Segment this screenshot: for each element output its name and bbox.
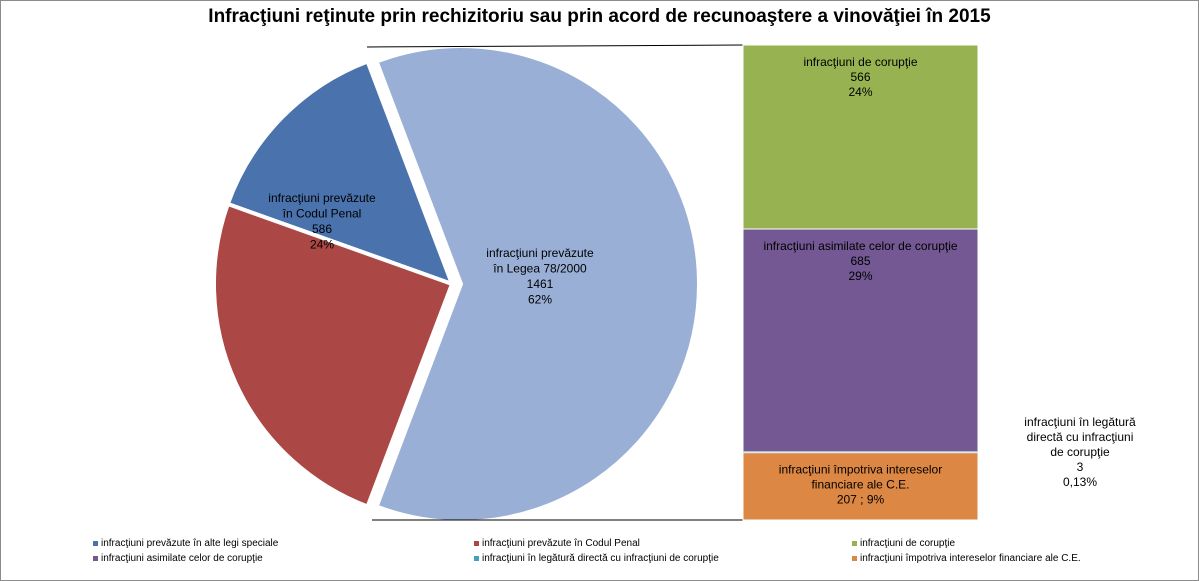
legend-item-infractiuni-in-legatura-directa-cu-infractiuni-de-coruptie: infracţiuni în legătură directă cu infra… (474, 553, 719, 564)
data-label-line: financiare ale C.E. (811, 478, 909, 492)
bar-segment-infractiuni-impotriva-intereselor-financiare-ale-c-e (742, 452, 979, 521)
pie-slice-infractiuni-prevazute-in-legea-78-2000 (374, 44, 701, 524)
data-label-line: 62% (528, 293, 552, 307)
bar-segment-infractiuni-de-coruptie (742, 44, 979, 230)
data-label-line: infracţiuni asimilate celor de corupţie (763, 239, 957, 253)
data-label-line: 207 ; 9% (837, 493, 885, 507)
chart-title: Infracţiuni reţinute prin rechizitoriu s… (208, 6, 991, 27)
legend-item-infractiuni-prevazute-in-alte-legi-speciale: infracţiuni prevăzute în alte legi speci… (93, 538, 278, 549)
legend-label: infracţiuni de corupţie (860, 538, 956, 549)
legend-label: infracţiuni prevăzute în Codul Penal (482, 538, 640, 549)
data-label-line: 685 (850, 254, 870, 268)
legend-item-infractiuni-de-coruptie: infracţiuni de corupţie (852, 538, 955, 549)
data-label-line: infracţiuni prevăzute (486, 246, 594, 260)
data-label-line: de corupţie (1050, 445, 1110, 459)
data-label-line: infracţiuni împotriva intereselor (779, 463, 942, 477)
data-label-infractiuni-prevazute-in-codul-penal: infracţiuni prevăzute în Codul Penal 586 24… (268, 191, 376, 252)
data-label-line: infracţiuni în legătură (1024, 415, 1136, 429)
legend-item-infractiuni-asimilate-celor-de-coruptie: infracţiuni asimilate celor de corupţie (93, 553, 263, 564)
data-label-infractiuni-in-legatura-directa-cu-infractiuni-de-coruptie: infracţiuni în legătură directă cu infrac… (1024, 415, 1136, 489)
data-label-infractiuni-impotriva-intereselor-financiare-ale-c-e: infracţiuni împotriva intereselor financi… (779, 463, 942, 507)
bar-segment-infractiuni-asimilate-celor-de-coruptie (742, 228, 979, 453)
legend-swatch (93, 541, 98, 546)
data-label-line: 3 (1077, 460, 1084, 474)
legend-label: infracţiuni împotriva intereselor financ… (860, 553, 1081, 564)
legend-item-infractiuni-prevazute-in-codul-penal: infracţiuni prevăzute în Codul Penal (474, 538, 640, 549)
legend-swatch (474, 556, 479, 561)
data-label-line: 566 (850, 70, 870, 84)
legend-swatch (93, 556, 98, 561)
connector-line-top (366, 44, 744, 48)
data-label-line: 24% (310, 238, 334, 252)
pie-slice-infractiuni-prevazute-in-codul-penal (212, 202, 454, 509)
legend-label: infracţiuni asimilate celor de corupţie (101, 553, 263, 564)
pie-slice-infractiuni-prevazute-in-alte-legi-speciale (225, 59, 454, 286)
data-label-line: 0,13% (1063, 475, 1097, 489)
data-label-line: în Codul Penal (282, 207, 362, 221)
legend-label: infracţiuni în legătură directă cu infra… (482, 553, 719, 564)
data-label-line: directă cu infracţiuni (1027, 430, 1134, 444)
data-label-infractiuni-asimilate-celor-de-coruptie: infracţiuni asimilate celor de corupţie 6… (763, 239, 957, 283)
data-label-infractiuni-de-coruptie: infracţiuni de corupţie 566 24% (803, 55, 917, 99)
data-label-line: 24% (848, 85, 872, 99)
data-label-line: 1461 (527, 277, 554, 291)
legend-swatch (852, 541, 857, 546)
legend-label: infracţiuni prevăzute în alte legi speci… (101, 538, 279, 549)
legend-item-infractiuni-impotriva-intereselor-financiare-ale-c-e: infracţiuni împotriva intereselor financ… (852, 553, 1081, 564)
data-label-infractiuni-prevazute-in-legea-78-2000: infracţiuni prevăzute în Legea 78/2000 146… (486, 246, 594, 307)
data-label-line: 586 (312, 222, 332, 236)
data-label-line: în Legea 78/2000 (492, 262, 587, 276)
legend-swatch (852, 556, 857, 561)
legend-swatch (474, 541, 479, 546)
data-label-line: infracţiuni prevăzute (268, 191, 376, 205)
data-label-line: infracţiuni de corupţie (803, 55, 917, 69)
data-label-line: 29% (848, 269, 872, 283)
